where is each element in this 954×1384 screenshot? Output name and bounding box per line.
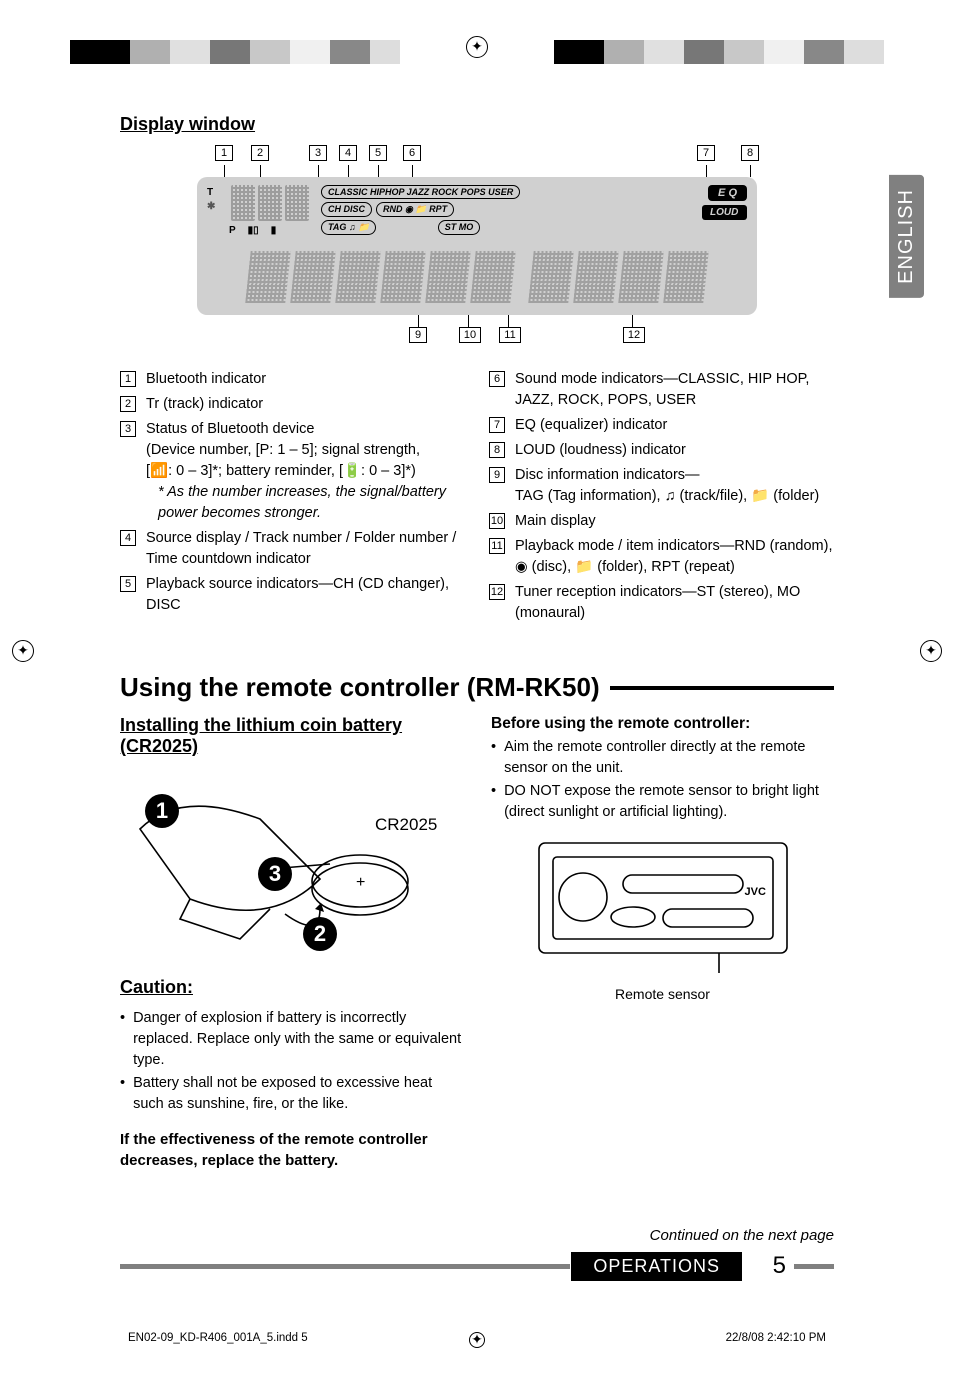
ch-disc-pill: CH DISC [321, 202, 372, 217]
bullet-item: •Battery shall not be exposed to excessi… [120, 1073, 463, 1115]
bluetooth-icon: ✱ [207, 201, 215, 212]
callout-6: 6 [403, 145, 421, 161]
main-display-digits [207, 251, 747, 303]
loud-badge: LOUD [702, 205, 747, 220]
display-legend: 1Bluetooth indicator 2Tr (track) indicato… [120, 365, 834, 624]
print-file: EN02-09_KD-R406_001A_5.indd 5 [128, 1332, 308, 1344]
bullet-item: •DO NOT expose the remote sensor to brig… [491, 781, 834, 823]
brand-text: JVC [745, 886, 766, 898]
eq-badge: E Q [708, 185, 747, 201]
bullet-item: •Aim the remote controller directly at t… [491, 737, 834, 779]
sound-mode-pill: CLASSIC HIPHOP JAZZ ROCK POPS USER [321, 185, 520, 199]
bullet-item: •Danger of explosion if battery is incor… [120, 1008, 463, 1071]
callout-4: 4 [339, 145, 357, 161]
lcd-panel: T ✱ P ▮▯ ▮ CLASSIC HIPHOP JAZZ ROCK POPS… [197, 177, 757, 315]
callout-10: 10 [459, 327, 481, 343]
section-label: OPERATIONS [571, 1252, 742, 1281]
legend-item-8: 8LOUD (loudness) indicator [489, 440, 834, 461]
legend-item-12: 12Tuner reception indicators—ST (stereo)… [489, 582, 834, 624]
svg-text:3: 3 [269, 861, 281, 886]
legend-item-3: 3Status of Bluetooth device(Device numbe… [120, 419, 465, 524]
print-timestamp: 22/8/08 2:42:10 PM [726, 1332, 826, 1344]
remote-sensor-figure: JVC Remote sensor [533, 837, 793, 1002]
callout-1: 1 [215, 145, 233, 161]
legend-item-10: 10Main display [489, 511, 834, 532]
registration-mark-right [920, 640, 942, 662]
legend-item-11: 11Playback mode / item indicators—RND (r… [489, 536, 834, 578]
callout-5: 5 [369, 145, 387, 161]
p-indicator: P [229, 225, 236, 236]
t-indicator: T [207, 187, 215, 198]
svg-text:1: 1 [156, 798, 168, 823]
legend-item-5: 5Playback source indicators—CH (CD chang… [120, 574, 465, 616]
caution-heading: Caution: [120, 977, 463, 998]
legend-item-9: 9Disc information indicators—TAG (Tag in… [489, 465, 834, 507]
display-window-figure: 12345678 T ✱ P ▮▯ ▮ CLASSIC HIP [197, 145, 757, 347]
callout-3: 3 [309, 145, 327, 161]
language-tab: ENGLISH [889, 175, 924, 298]
stmo-pill: ST MO [438, 220, 481, 235]
display-window-heading: Display window [120, 114, 834, 135]
remote-sensor-caption: Remote sensor [533, 986, 793, 1002]
svg-text:+: + [356, 874, 365, 891]
install-battery-heading: Installing the lithium coin battery (CR2… [120, 715, 463, 757]
registration-mark-top [466, 36, 488, 58]
callout-9: 9 [409, 327, 427, 343]
signal-icon: ▮▯ [248, 225, 259, 236]
continued-note: Continued on the next page [120, 1227, 834, 1244]
battery-install-figure: + 1 2 3 CR2025 [120, 769, 463, 959]
callout-12: 12 [623, 327, 645, 343]
callout-8: 8 [741, 145, 759, 161]
before-using-heading: Before using the remote controller: [491, 715, 834, 733]
legend-item-1: 1Bluetooth indicator [120, 369, 465, 390]
legend-item-2: 2Tr (track) indicator [120, 394, 465, 415]
callout-2: 2 [251, 145, 269, 161]
battery-note: If the effectiveness of the remote contr… [120, 1129, 463, 1171]
registration-mark-left [12, 640, 34, 662]
battery-icon: ▮ [271, 225, 277, 236]
legend-item-4: 4Source display / Track number / Folder … [120, 528, 465, 570]
legend-item-7: 7EQ (equalizer) indicator [489, 415, 834, 436]
rnd-pill: RND ◉ 📁 RPT [376, 202, 454, 217]
legend-item-6: 6Sound mode indicators—CLASSIC, HIP HOP,… [489, 369, 834, 411]
remote-heading: Using the remote controller (RM-RK50) [120, 672, 600, 703]
print-footer: EN02-09_KD-R406_001A_5.indd 5 22/8/08 2:… [120, 1332, 834, 1344]
svg-text:2: 2 [314, 921, 326, 946]
heading-rule [610, 686, 834, 690]
footer-band: OPERATIONS 5 [120, 1252, 834, 1282]
callout-11: 11 [499, 327, 521, 343]
battery-label-text: CR2025 [375, 815, 437, 835]
callout-7: 7 [697, 145, 715, 161]
tag-pill: TAG ♫ 📁 [321, 220, 376, 235]
page-number: 5 [773, 1252, 786, 1280]
small-digits [231, 185, 309, 221]
